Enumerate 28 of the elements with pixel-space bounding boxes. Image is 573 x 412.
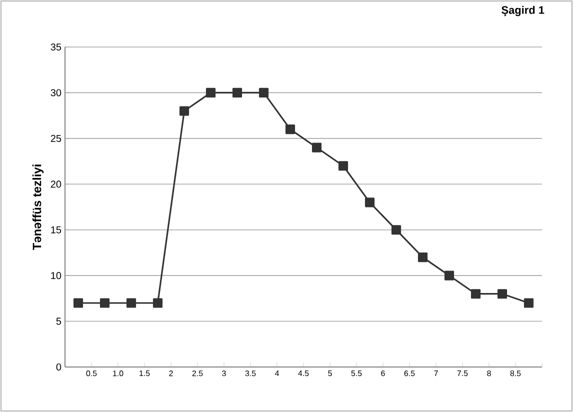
point [179,106,190,116]
y-tick-label: 15 [51,226,62,234]
chart-title: Şagird 1 [502,6,544,16]
point [152,298,163,308]
point [470,289,481,299]
y-tick-label: 0 [56,363,62,371]
point [418,252,428,262]
point [444,270,454,280]
y-tick-label: 5 [56,318,62,325]
point [338,161,348,171]
point [232,88,242,98]
point [258,88,269,98]
point [126,298,136,308]
point [312,142,322,152]
point [73,298,84,308]
y-tick-label: 30 [50,89,62,96]
point [364,198,375,208]
y-tick-label: 35 [50,43,62,51]
point [391,225,402,235]
y-tick-label: 25 [50,134,62,142]
point [100,298,110,308]
point [497,289,508,299]
y-axis-title: Tənəffüs tezliyi [32,164,44,250]
point [206,88,216,98]
y-tick-label: 20 [50,180,62,188]
point [524,298,534,308]
y-tick-label: 10 [51,272,62,280]
point [285,124,296,134]
